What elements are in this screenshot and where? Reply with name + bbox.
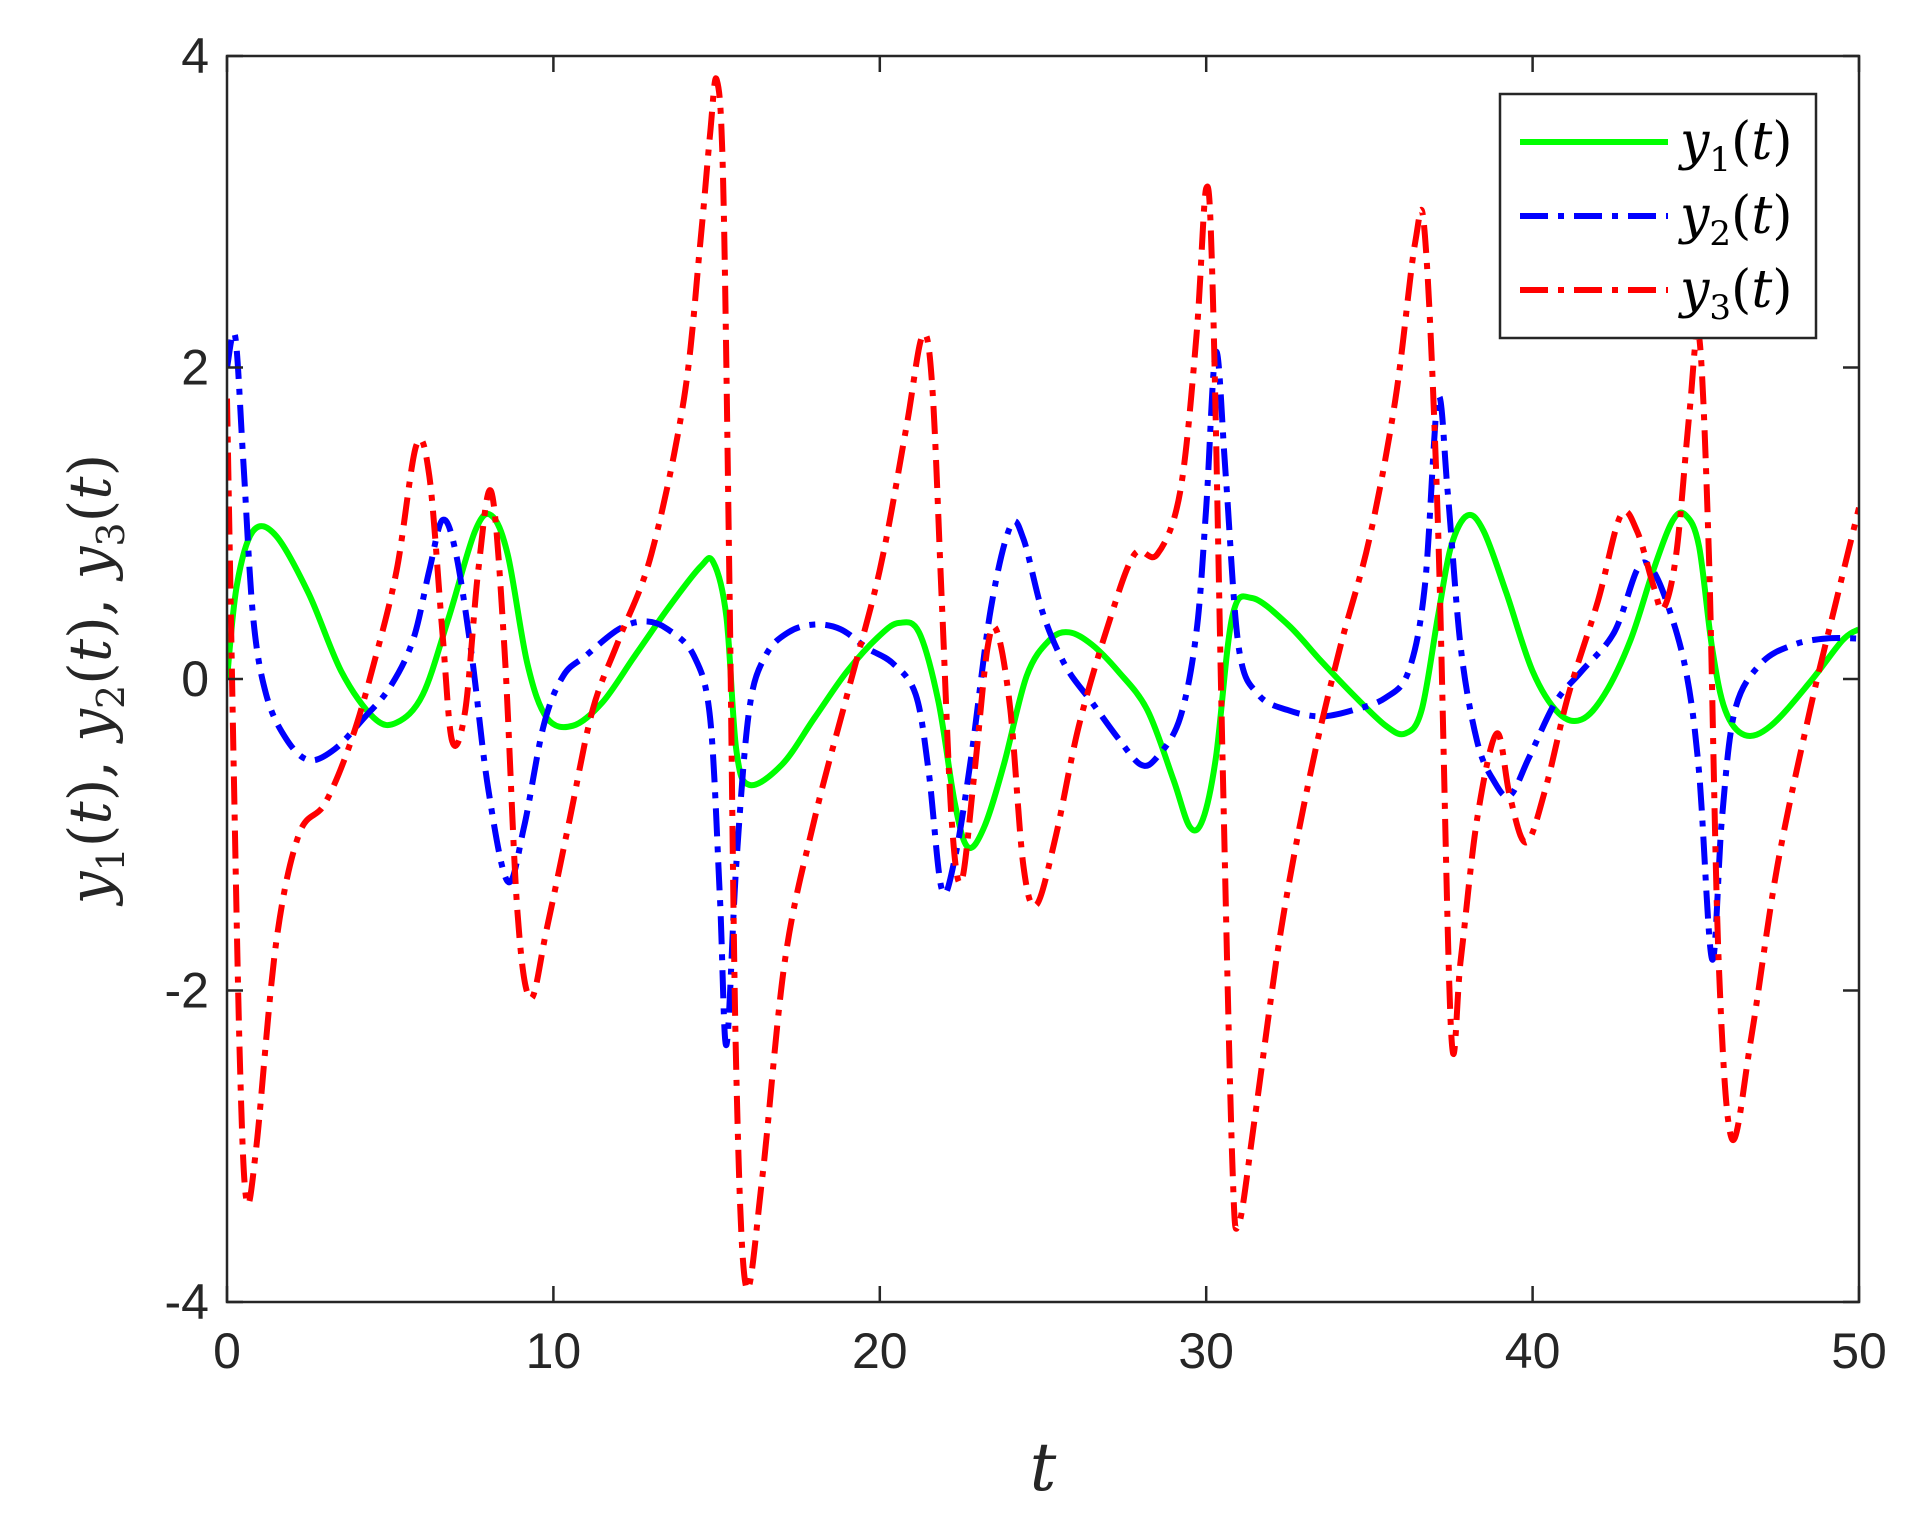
x-tick-label: 30 xyxy=(1178,1323,1234,1379)
y-tick-label: 0 xyxy=(181,651,209,707)
y-tick-label: 2 xyxy=(181,340,209,396)
legend-label-y3: y3(t) xyxy=(1678,260,1793,328)
x-tick-label: 20 xyxy=(852,1323,908,1379)
y-axis-label-y1: y xyxy=(56,870,124,907)
y-axis-label-sub1: 1 xyxy=(89,847,133,871)
series-line-y1 xyxy=(227,509,1859,851)
x-tick-label: 10 xyxy=(526,1323,582,1379)
y-tick-label: -4 xyxy=(165,1274,209,1330)
tick-layer: 0 10 20 30 40 50 -4 -2 0 2 4 xyxy=(165,28,1887,1379)
legend-box xyxy=(1498,92,1818,340)
x-axis-label: t xyxy=(1030,1429,1057,1506)
y-axis-label-y3: y xyxy=(56,545,124,582)
y-axis-label-y2: y xyxy=(56,708,124,745)
x-tick-label: 40 xyxy=(1505,1323,1561,1379)
x-tick-label: 0 xyxy=(213,1323,241,1379)
legend: y1(t)y2(t)y3(t) xyxy=(1498,92,1818,340)
legend-label-y2: y2(t) xyxy=(1678,186,1793,254)
y-axis-label: y1(t), y2(t), y3(t) xyxy=(56,454,133,907)
series-layer xyxy=(227,75,1859,1293)
series-line-y3 xyxy=(227,75,1859,1293)
x-tick-label: 50 xyxy=(1831,1323,1887,1379)
y-tick-label: -2 xyxy=(165,963,209,1019)
legend-label-y1: y1(t) xyxy=(1678,112,1793,180)
y-tick-label: 4 xyxy=(181,28,209,84)
